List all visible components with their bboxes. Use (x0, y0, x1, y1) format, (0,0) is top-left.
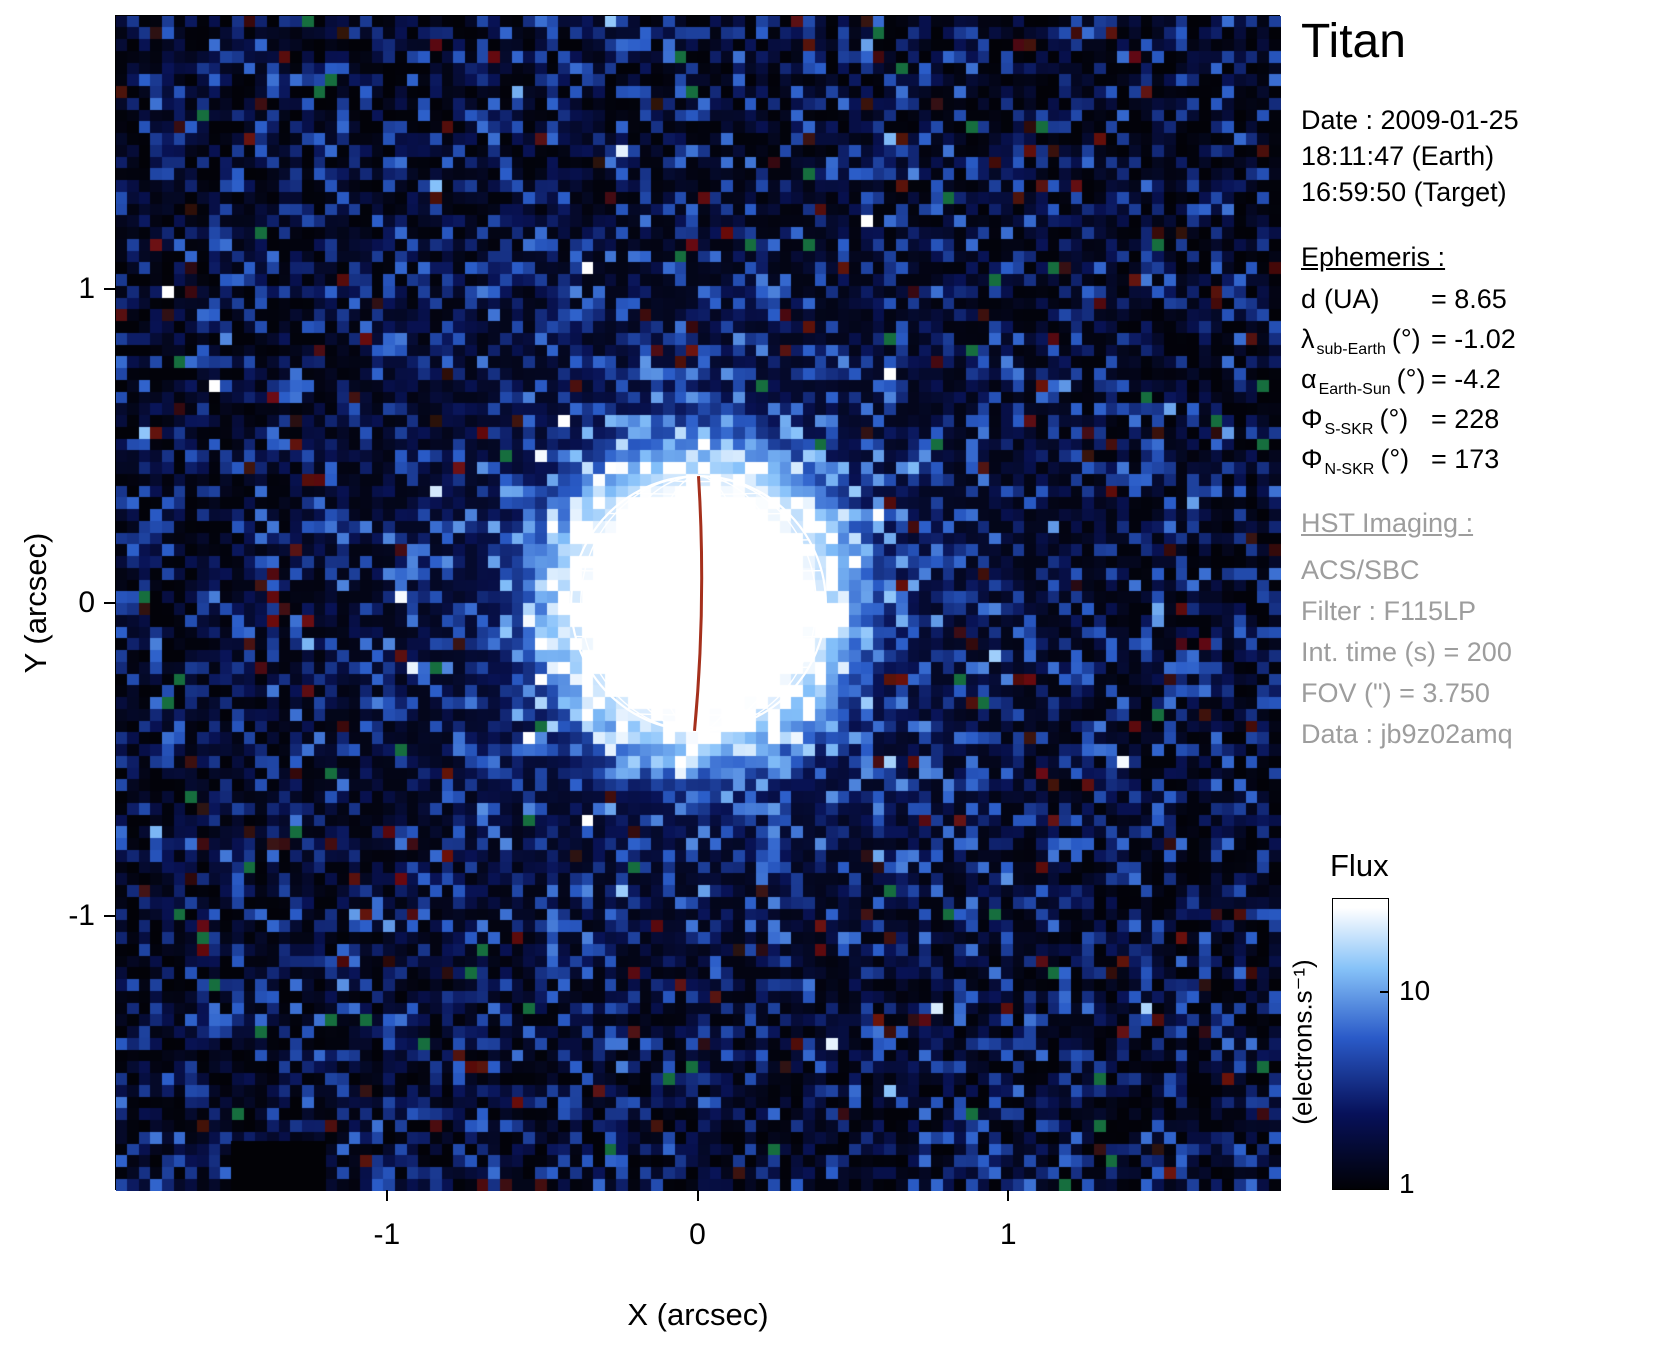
time-earth: 18:11:47 (Earth) (1301, 141, 1495, 171)
ephemeris-row-phi-n-skr: Φ N-SKR (°) = 173 (1301, 444, 1516, 484)
date-block: Date : 2009-01-25 18:11:47 (Earth) 16:59… (1301, 102, 1519, 210)
ephemeris-value: = 8.65 (1431, 284, 1507, 314)
sky-plot (115, 15, 1281, 1191)
hst-imaging-block: ACS/SBC Filter : F115LP Int. time (s) = … (1301, 550, 1513, 755)
colorbar-tick-label-1: 1 (1399, 1168, 1415, 1199)
y-tick-label: -1 (68, 898, 95, 932)
ephemeris-value: = 173 (1431, 444, 1500, 474)
x-tick-label: -1 (373, 1218, 401, 1251)
y-tick-label: 1 (78, 272, 95, 306)
date-line: Date : 2009-01-25 (1301, 105, 1519, 135)
x-tick-mark (385, 1190, 388, 1201)
ephemeris-row-phi-s-skr: Φ S-SKR (°) = 228 (1301, 404, 1516, 444)
ephemeris-subscript: Earth-Sun (1318, 381, 1391, 398)
ephemeris-row-subearth-lat: λ sub-Earth (°) = -1.02 (1301, 324, 1516, 364)
ephemeris-value: = -4.2 (1431, 364, 1501, 394)
x-tick-mark (1007, 1190, 1010, 1201)
hst-fov: FOV (") = 3.750 (1301, 678, 1490, 708)
sky-image-canvas (116, 16, 1281, 1191)
ephemeris-unit: (°) (1396, 364, 1426, 394)
ephemeris-symbol: λ (1301, 324, 1315, 354)
y-tick-label: 0 (78, 585, 95, 619)
x-axis-label: X (arcsec) (627, 1297, 769, 1332)
ephemeris-symbol: Φ (1301, 404, 1323, 434)
ephemeris-symbol: α (1301, 364, 1317, 394)
ephemeris-header: Ephemeris : (1301, 242, 1446, 272)
colorbar-title: Flux (1330, 848, 1389, 883)
ephemeris-subscript: N-SKR (1324, 461, 1375, 478)
x-tick-label: 0 (689, 1218, 706, 1251)
ephemeris-subscript: sub-Earth (1316, 341, 1386, 358)
colorbar-tick-label-10: 10 (1399, 975, 1431, 1006)
ephemeris-subscript: S-SKR (1324, 421, 1374, 438)
hst-instrument: ACS/SBC (1301, 555, 1420, 585)
x-tick-mark (696, 1190, 699, 1201)
ephemeris-value: = -1.02 (1431, 324, 1516, 354)
colorbar (1332, 898, 1389, 1190)
ephemeris-unit: (UA) (1324, 284, 1380, 314)
ephemeris-symbol: Φ (1301, 444, 1323, 474)
colorbar-units-label: (electrons.s⁻¹) (1287, 959, 1318, 1125)
y-tick-mark (104, 288, 115, 291)
ephemeris-row-phase-angle: α Earth-Sun (°) = -4.2 (1301, 364, 1516, 404)
page-title: Titan (1301, 15, 1406, 68)
colorbar-tick-10 (1380, 991, 1389, 993)
hst-data-id: Data : jb9z02amq (1301, 719, 1513, 749)
ephemeris-unit: (°) (1380, 444, 1410, 474)
y-tick-mark (104, 914, 115, 917)
ephemeris-unit: (°) (1379, 404, 1409, 434)
ephemeris-list: d (UA) = 8.65 λ sub-Earth (°) = -1.02 α Earth-… (1301, 284, 1516, 484)
ephemeris-value: = 228 (1431, 404, 1500, 434)
y-tick-mark (104, 601, 115, 604)
hst-filter: Filter : F115LP (1301, 596, 1477, 626)
ephemeris-symbol: d (1301, 284, 1317, 314)
hst-imaging-header: HST Imaging : (1301, 508, 1474, 538)
ephemeris-row-distance: d (UA) = 8.65 (1301, 284, 1516, 324)
x-tick-label: 1 (999, 1218, 1017, 1251)
time-target: 16:59:50 (Target) (1301, 177, 1507, 207)
hst-int-time: Int. time (s) = 200 (1301, 637, 1512, 667)
ephemeris-unit: (°) (1391, 324, 1421, 354)
